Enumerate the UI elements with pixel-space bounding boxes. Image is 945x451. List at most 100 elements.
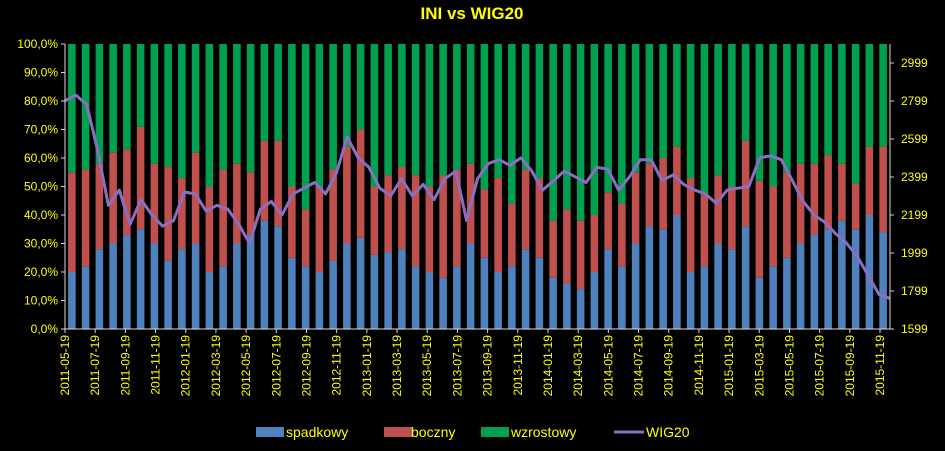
bar-wzrostowy-16 bbox=[288, 44, 296, 187]
bar-spadkowy-32 bbox=[508, 266, 516, 329]
bar-boczny-39 bbox=[604, 192, 612, 250]
bar-boczny-5 bbox=[136, 126, 145, 230]
bar-boczny-42 bbox=[645, 163, 654, 227]
bar-boczny-34 bbox=[535, 177, 544, 258]
bar-spadkowy-21 bbox=[356, 237, 365, 329]
bar-wzrostowy-39 bbox=[604, 44, 612, 193]
bar-boczny-45 bbox=[686, 177, 695, 272]
bar-spadkowy-56 bbox=[838, 220, 846, 329]
bar-wzrostowy-40 bbox=[618, 44, 626, 204]
bar-spadkowy-59 bbox=[879, 232, 887, 329]
bar-spadkowy-23 bbox=[384, 252, 392, 329]
bar-spadkowy-50 bbox=[755, 277, 764, 329]
bar-spadkowy-14 bbox=[260, 220, 269, 329]
x-tick-label: 2011-09-19 bbox=[118, 335, 132, 396]
y-right-tick-label: 1799 bbox=[901, 284, 928, 298]
bar-spadkowy-34 bbox=[535, 257, 544, 329]
bar-spadkowy-49 bbox=[741, 226, 750, 329]
x-tick-label: 2014-01-19 bbox=[541, 335, 555, 397]
bar-boczny-18 bbox=[315, 186, 324, 272]
bar-spadkowy-31 bbox=[494, 272, 502, 329]
bar-wzrostowy-25 bbox=[411, 44, 420, 176]
bar-spadkowy-54 bbox=[810, 234, 819, 329]
bar-spadkowy-39 bbox=[604, 249, 612, 329]
x-tick-label: 2014-07-19 bbox=[632, 335, 646, 397]
bar-wzrostowy-51 bbox=[769, 44, 777, 187]
bar-boczny-0 bbox=[68, 172, 76, 272]
bar-spadkowy-43 bbox=[659, 229, 667, 329]
bar-boczny-52 bbox=[783, 172, 791, 258]
bar-wzrostowy-0 bbox=[68, 44, 76, 173]
bar-wzrostowy-59 bbox=[879, 44, 887, 147]
bar-spadkowy-7 bbox=[164, 260, 172, 329]
axes-layer: 0,0% 10,0% 20,0% 30,0% 40,0% 50,0% 60,0% 70,0% 8… bbox=[17, 37, 928, 396]
bar-boczny-6 bbox=[150, 163, 159, 244]
bar-boczny-33 bbox=[521, 169, 530, 250]
bar-boczny-25 bbox=[411, 175, 420, 267]
bar-boczny-9 bbox=[191, 152, 200, 244]
x-tick-label: 2015-09-19 bbox=[843, 335, 857, 397]
bar-wzrostowy-23 bbox=[384, 44, 392, 176]
bar-spadkowy-5 bbox=[136, 229, 145, 329]
bar-boczny-11 bbox=[219, 169, 227, 267]
bar-boczny-1 bbox=[81, 169, 90, 267]
x-tick-label: 2014-05-19 bbox=[601, 335, 615, 397]
bar-boczny-40 bbox=[618, 203, 626, 267]
x-tick-label: 2012-11-19 bbox=[330, 335, 344, 396]
bar-boczny-31 bbox=[494, 177, 502, 272]
bar-wzrostowy-48 bbox=[728, 44, 736, 187]
bar-boczny-20 bbox=[343, 146, 351, 244]
bar-wzrostowy-45 bbox=[686, 44, 695, 178]
bar-wzrostowy-10 bbox=[205, 44, 214, 187]
bar-spadkowy-45 bbox=[686, 272, 695, 329]
bar-wzrostowy-17 bbox=[301, 44, 310, 210]
x-tick-label: 2012-09-19 bbox=[299, 335, 313, 397]
bar-spadkowy-9 bbox=[191, 243, 200, 329]
bar-wzrostowy-57 bbox=[851, 44, 860, 184]
bar-spadkowy-20 bbox=[343, 243, 351, 329]
legend-swatch-boczny bbox=[384, 427, 412, 437]
y-left-tick-label: 100,0% bbox=[17, 37, 58, 51]
bar-wzrostowy-32 bbox=[508, 44, 516, 204]
y-right-tick-label: 2199 bbox=[901, 208, 928, 222]
y-left-tick-label: 70,0% bbox=[24, 123, 58, 137]
bar-spadkowy-4 bbox=[123, 234, 131, 329]
bar-boczny-10 bbox=[205, 186, 214, 272]
bar-wzrostowy-35 bbox=[549, 44, 557, 221]
bar-wzrostowy-9 bbox=[191, 44, 200, 153]
line-layer bbox=[64, 93, 891, 300]
bar-boczny-47 bbox=[714, 175, 722, 244]
bar-spadkowy-0 bbox=[68, 272, 76, 329]
y-left-tick-label: 10,0% bbox=[24, 294, 58, 308]
bar-spadkowy-40 bbox=[618, 266, 626, 329]
bar-boczny-36 bbox=[563, 209, 571, 284]
x-tick-label: 2011-05-19 bbox=[58, 335, 72, 396]
x-tick-label: 2013-03-19 bbox=[390, 335, 404, 397]
legend: spadkowy boczny wzrostowy WIG20 bbox=[256, 424, 690, 440]
bar-boczny-35 bbox=[549, 220, 557, 278]
bar-wzrostowy-33 bbox=[521, 44, 530, 170]
bar-wzrostowy-2 bbox=[95, 44, 104, 164]
y-right-tick-label: 2599 bbox=[901, 132, 928, 146]
bar-boczny-56 bbox=[838, 163, 846, 221]
y-right-tick-label: 2799 bbox=[901, 94, 928, 108]
x-tick-label: 2012-07-19 bbox=[269, 335, 283, 397]
x-tick-label: 2014-03-19 bbox=[571, 335, 585, 397]
bar-wzrostowy-49 bbox=[741, 44, 750, 141]
bar-boczny-23 bbox=[384, 175, 392, 253]
y-right-tick-label: 2399 bbox=[901, 170, 928, 184]
y-right-tick-label: 1999 bbox=[901, 246, 928, 260]
bar-boczny-49 bbox=[741, 140, 750, 227]
bar-boczny-19 bbox=[329, 169, 337, 261]
bar-spadkowy-27 bbox=[439, 277, 447, 329]
y-left-tick-label: 80,0% bbox=[24, 94, 58, 108]
bar-spadkowy-12 bbox=[233, 243, 241, 329]
bar-spadkowy-37 bbox=[576, 289, 585, 329]
bar-spadkowy-25 bbox=[411, 266, 420, 329]
bar-wzrostowy-14 bbox=[260, 44, 269, 141]
bar-spadkowy-44 bbox=[673, 215, 681, 329]
bar-wzrostowy-31 bbox=[494, 44, 502, 178]
bar-wzrostowy-24 bbox=[398, 44, 406, 167]
bar-spadkowy-1 bbox=[81, 266, 90, 329]
